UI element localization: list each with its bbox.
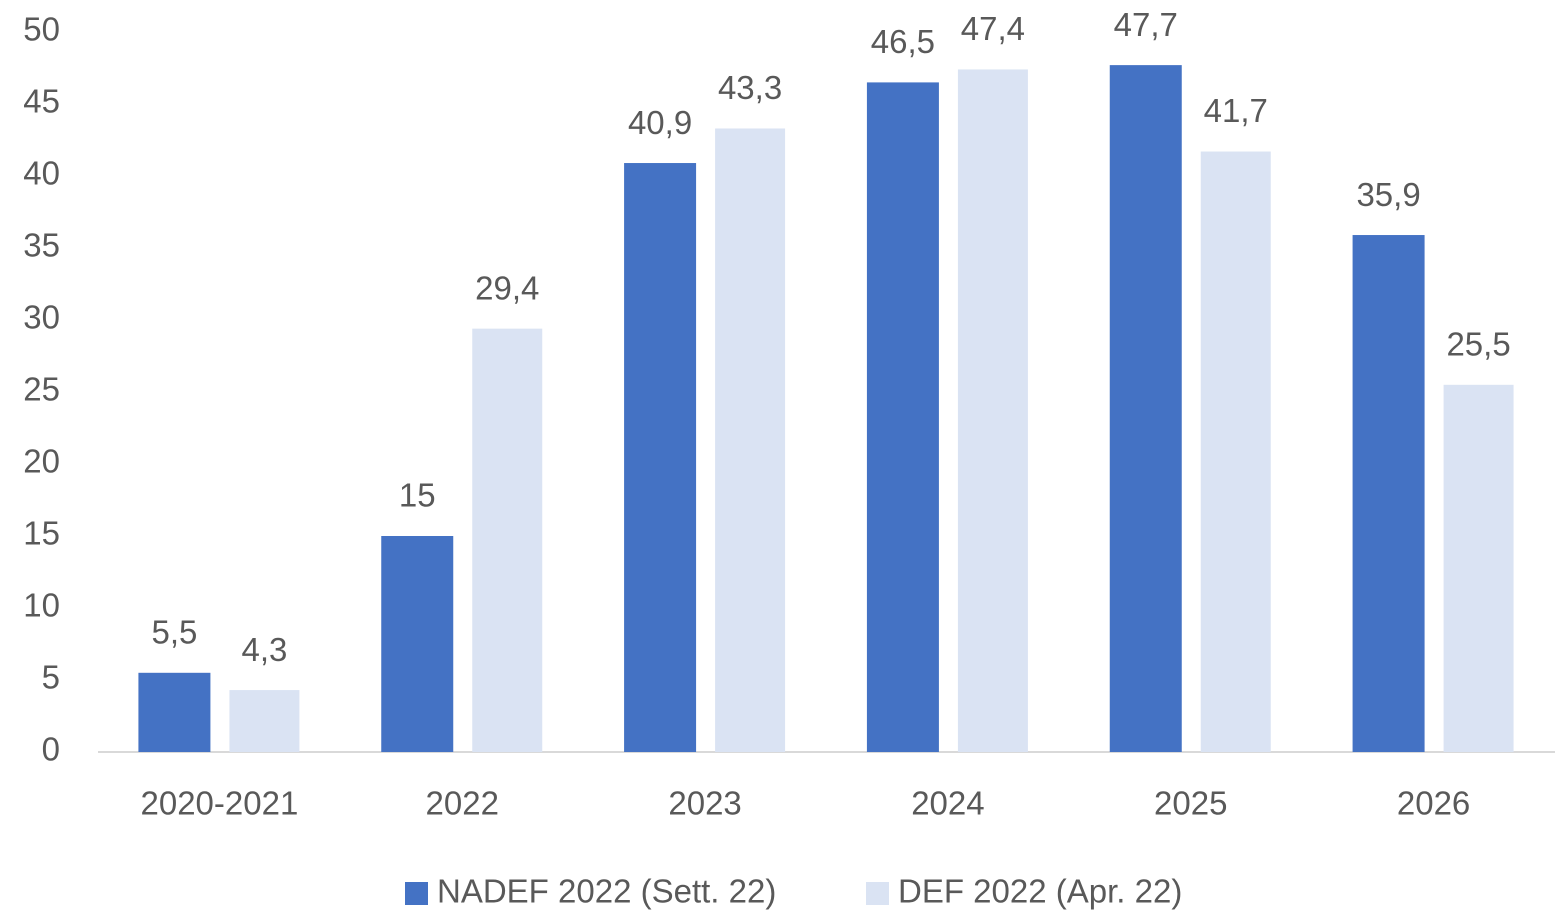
data-label: 43,3 [718,69,782,106]
bar [138,672,211,752]
bar [866,82,939,752]
y-tick-label: 20 [23,443,60,480]
data-label: 15 [399,477,436,514]
y-tick-label: 45 [23,83,60,120]
x-tick-label: 2023 [668,785,741,822]
data-label: 35,9 [1356,176,1420,213]
bar [1200,151,1271,752]
data-label: 46,5 [871,23,935,60]
legend-swatch [405,882,428,905]
legend-label: DEF 2022 (Apr. 22) [898,873,1182,910]
x-tick-label: 2022 [426,785,499,822]
legend-swatch [866,882,889,905]
x-tick-label: 2025 [1154,785,1227,822]
bar [1109,65,1182,753]
bar [624,163,697,753]
y-tick-label: 35 [23,227,60,264]
x-tick-label: 2026 [1397,785,1470,822]
y-tick-label: 15 [23,515,60,552]
bar [1443,384,1514,752]
bar [957,69,1028,752]
data-label: 40,9 [628,104,692,141]
y-tick-label: 10 [23,587,60,624]
y-tick-label: 40 [23,155,60,192]
y-tick-label: 50 [23,11,60,48]
data-label: 25,5 [1446,326,1510,363]
bar [1352,235,1425,753]
legend-label: NADEF 2022 (Sett. 22) [437,873,776,910]
y-tick-label: 5 [42,659,60,696]
y-tick-label: 0 [42,731,60,768]
bar [472,328,543,752]
x-tick-label: 2024 [911,785,984,822]
bar [381,536,454,752]
data-label: 29,4 [475,269,539,306]
data-label: 4,3 [241,631,287,668]
y-tick-label: 30 [23,299,60,336]
y-tick-label: 25 [23,371,60,408]
bar [715,128,786,753]
bar [229,690,300,752]
data-label: 5,5 [151,614,197,651]
data-label: 41,7 [1204,92,1268,129]
data-label: 47,4 [961,10,1025,47]
x-tick-label: 2020-2021 [141,785,299,822]
data-label: 47,7 [1114,6,1178,43]
